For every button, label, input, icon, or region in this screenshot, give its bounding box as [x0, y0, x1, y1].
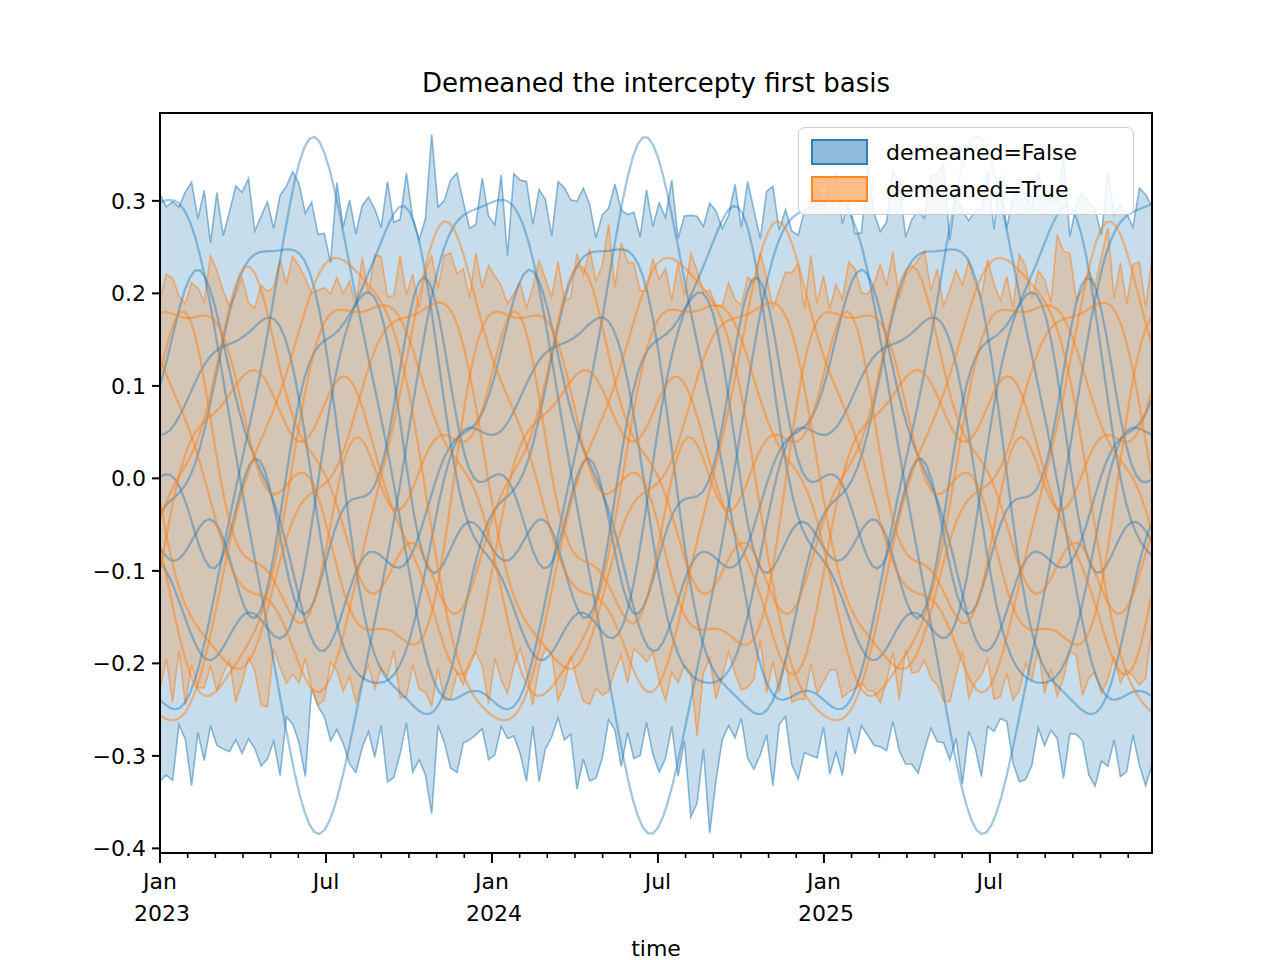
legend-swatch-demeaned-true-icon [811, 176, 868, 202]
legend-label: demeaned=True [886, 177, 1069, 202]
x-tick-label: Jul [643, 869, 672, 894]
legend: demeaned=False demeaned=True [798, 127, 1134, 215]
plot-content [160, 134, 1152, 834]
y-tick-label: −0.4 [93, 836, 146, 861]
y-tick-label: 0.0 [111, 466, 146, 491]
x-tick-label: Jul [311, 869, 340, 894]
x-tick-label: Jan [473, 869, 509, 894]
x-tick-year-label: 2023 [134, 901, 190, 926]
legend-item-demeaned-true: demeaned=True [811, 176, 1117, 202]
y-tick-label: 0.3 [111, 189, 146, 214]
y-tick-label: −0.1 [93, 559, 146, 584]
x-tick-label: Jan [805, 869, 841, 894]
legend-label: demeaned=False [886, 140, 1077, 165]
figure: Demeaned the intercepty first basis 0.30… [0, 0, 1280, 960]
y-tick-label: −0.2 [93, 651, 146, 676]
legend-item-demeaned-false: demeaned=False [811, 139, 1117, 165]
x-tick-label: Jan [141, 869, 177, 894]
legend-swatch-demeaned-false-icon [811, 139, 868, 165]
x-tick-year-label: 2025 [798, 901, 854, 926]
y-tick-label: −0.3 [93, 744, 146, 769]
x-tick-year-label: 2024 [466, 901, 522, 926]
y-tick-label: 0.1 [111, 374, 146, 399]
y-tick-label: 0.2 [111, 281, 146, 306]
x-tick-label: Jul [975, 869, 1004, 894]
x-axis-label: time [160, 936, 1152, 960]
